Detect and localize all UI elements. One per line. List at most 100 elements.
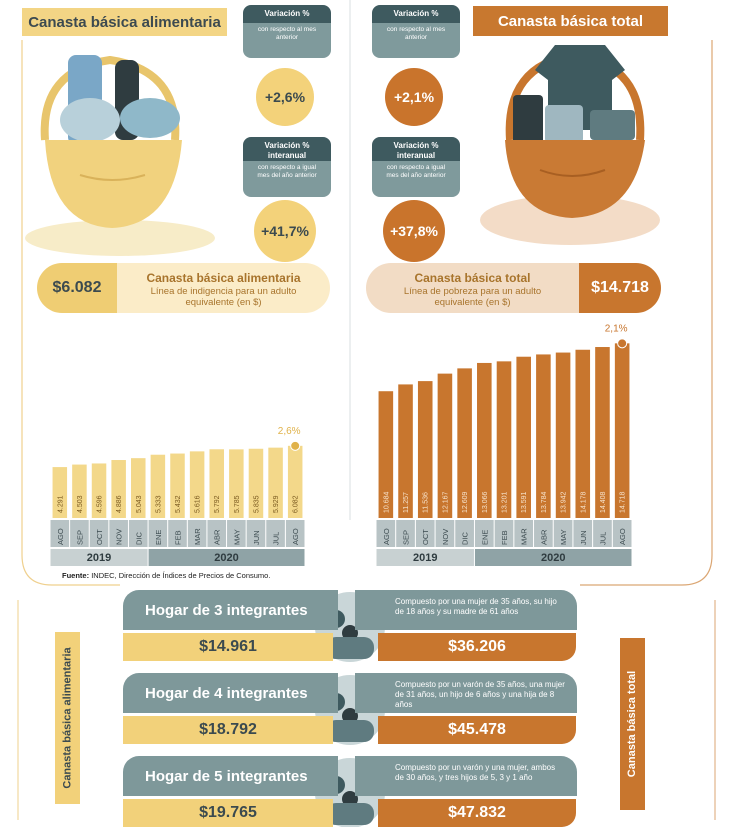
category-box: [435, 520, 455, 547]
household-cbt: $45.478: [378, 716, 576, 744]
category-box: [227, 520, 246, 547]
bar: [52, 467, 68, 518]
bar: [575, 349, 591, 518]
x-tick-label: ENE: [480, 530, 489, 545]
bar: [398, 384, 413, 518]
x-tick-label: JUL: [598, 532, 607, 545]
x-tick-label: AGO: [291, 528, 300, 545]
household-cbt: $47.832: [378, 799, 576, 827]
x-tick-label: NOV: [115, 529, 124, 545]
category-box: [396, 520, 415, 547]
basket-illustration: [25, 55, 215, 256]
panel-header: Canasta básica total: [473, 6, 668, 36]
category-box: [415, 520, 435, 547]
family-illustration: [326, 803, 374, 825]
category-box: [148, 520, 168, 547]
value-label: 11.257: [403, 492, 410, 513]
x-tick-label: AGO: [618, 528, 627, 545]
value-label: 5.785: [234, 495, 241, 513]
family-illustration: [326, 637, 374, 659]
x-tick-label: AGO: [56, 528, 65, 545]
x-tick-label: ABR: [213, 529, 222, 545]
value-label: 4.886: [116, 495, 123, 513]
value-label: 13.066: [482, 491, 489, 513]
category-box: [494, 520, 514, 547]
value-label: 14.718: [620, 491, 627, 513]
year-label: 2019: [87, 552, 111, 564]
year-label: 2019: [413, 552, 437, 564]
value-label: 6.082: [293, 495, 300, 513]
x-tick-label: MAY: [232, 529, 241, 545]
category-box: [187, 520, 207, 547]
variation-title: Variación %: [372, 5, 460, 23]
year-label: 2020: [541, 552, 565, 564]
bar: [111, 460, 126, 518]
x-tick-label: SEP: [402, 530, 411, 545]
band-value: $6.082: [37, 263, 117, 313]
bar: [536, 354, 551, 518]
x-tick-label: FEB: [500, 530, 509, 545]
value-label: 13.942: [561, 491, 568, 513]
bar: [248, 448, 264, 518]
x-tick-label: SEP: [75, 530, 84, 545]
value-label: 5.835: [253, 495, 260, 513]
category-box: [534, 520, 553, 547]
band-subtitle: Línea de pobreza para un adulto equivale…: [403, 286, 542, 308]
bar: [91, 463, 107, 518]
category-box: [207, 520, 227, 547]
side-label-text: Canasta básica total: [626, 670, 639, 778]
value-label: 5.333: [155, 495, 162, 513]
x-tick-label: ENE: [154, 530, 163, 545]
bar: [496, 361, 512, 518]
category-box: [89, 520, 109, 547]
x-tick-label: DIC: [134, 532, 143, 546]
household-description: Compuesto por un varón y una mujer, ambo…: [355, 756, 577, 796]
category-box: [285, 520, 305, 547]
category-box: [246, 520, 266, 547]
band-description: Canasta básica total Línea de pobreza pa…: [366, 263, 579, 313]
x-tick-label: MAR: [193, 528, 202, 545]
year-box: [474, 549, 632, 566]
frame-line: [580, 40, 713, 586]
x-tick-label: JUN: [252, 530, 261, 545]
bar: [72, 464, 87, 518]
value-label: 12.609: [462, 491, 469, 513]
category-box: [50, 520, 70, 547]
household-description: Compuesto por una mujer de 35 años, su h…: [355, 590, 577, 630]
side-label: Canasta básica alimentaria: [55, 632, 80, 804]
category-box: [455, 520, 474, 547]
annotation: 2,6%: [278, 426, 301, 437]
value-label: 12.167: [442, 491, 449, 513]
annotation-dot: [290, 440, 301, 451]
source-label: Fuente:: [62, 571, 90, 580]
bar: [268, 447, 283, 518]
bar: [614, 343, 630, 518]
value-label: 5.043: [136, 495, 143, 513]
value-label: 11.536: [423, 492, 430, 513]
x-tick-label: MAR: [520, 528, 529, 545]
bar: [287, 445, 303, 518]
household-title: Hogar de 3 integrantes: [123, 590, 338, 630]
category-box: [514, 520, 534, 547]
household-cba: $18.792: [123, 716, 333, 744]
value-label: 5.616: [195, 495, 202, 513]
source-text: INDEC, Dirección de Índices de Precios d…: [91, 571, 271, 580]
frame-line: [21, 40, 120, 586]
annotation: 2,1%: [605, 323, 628, 334]
basket-illustration: [480, 45, 660, 245]
value-label: 5.432: [175, 495, 182, 513]
value-label: 4.291: [57, 495, 64, 513]
x-tick-label: DIC: [461, 532, 470, 546]
panel-header: Canasta básica alimentaria: [22, 8, 227, 36]
x-tick-label: MAY: [559, 529, 568, 545]
category-box: [612, 520, 632, 547]
category-box: [474, 520, 494, 547]
x-tick-label: NOV: [441, 529, 450, 545]
x-tick-label: OCT: [95, 529, 104, 545]
value-label: 4.503: [77, 495, 84, 513]
bar: [170, 453, 185, 518]
bar: [457, 368, 472, 518]
value-label: 14.178: [580, 491, 587, 513]
value-label: 5.792: [214, 495, 221, 513]
